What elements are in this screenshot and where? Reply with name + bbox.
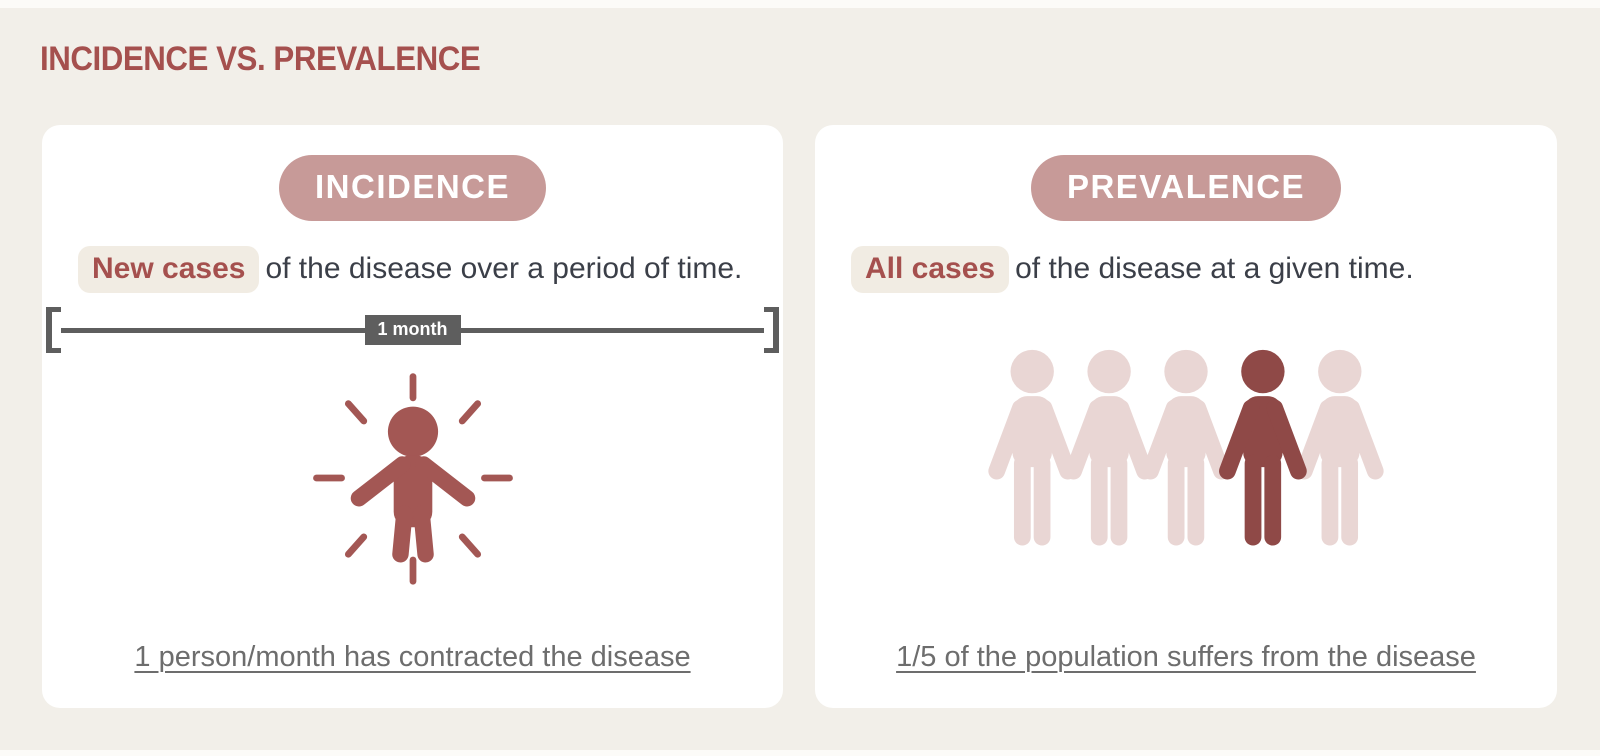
- top-edge-strip: [0, 0, 1600, 8]
- bottom-edge-strip: [0, 750, 1600, 756]
- page-title: INCIDENCE VS. PREVALENCE: [40, 40, 481, 78]
- incidence-caption: 1 person/month has contracted the diseas…: [134, 641, 691, 673]
- new-case-person-burst-icon: [312, 373, 513, 585]
- person-unaffected-1: [997, 350, 1068, 537]
- prevalence-badge: PREVALENCE: [1030, 155, 1342, 221]
- prevalence-figure-area: [974, 339, 1398, 548]
- timeline-left-bracket-icon: [46, 307, 61, 353]
- incidence-card: INCIDENCE New cases of the disease over a…: [42, 125, 783, 708]
- prevalence-caption: 1/5 of the population suffers from the d…: [896, 641, 1476, 673]
- prevalence-highlight: All cases: [851, 246, 1010, 293]
- timeline: 1 month: [46, 307, 779, 353]
- person-unaffected-2: [1074, 350, 1145, 537]
- incidence-figure-area: [287, 367, 539, 589]
- incidence-highlight: New cases: [78, 246, 260, 293]
- person-unaffected-5: [1304, 350, 1375, 537]
- timeline-duration-label: 1 month: [364, 315, 461, 345]
- prevalence-description: All cases of the disease at a given time.: [851, 243, 1521, 295]
- incidence-badge: INCIDENCE: [278, 155, 547, 221]
- comparison-cards: INCIDENCE New cases of the disease over a…: [42, 125, 1557, 708]
- population-group-icon: [974, 339, 1398, 548]
- person-unaffected-3: [1151, 350, 1222, 537]
- incidence-description-text: of the disease over a period of time.: [265, 252, 743, 285]
- person-affected-4: [1227, 350, 1298, 537]
- prevalence-card: PREVALENCE All cases of the disease at a …: [815, 125, 1557, 708]
- incidence-description: New cases of the disease over a period of…: [78, 243, 747, 295]
- prevalence-description-text: of the disease at a given time.: [1015, 252, 1414, 285]
- timeline-right-bracket-icon: [764, 307, 779, 353]
